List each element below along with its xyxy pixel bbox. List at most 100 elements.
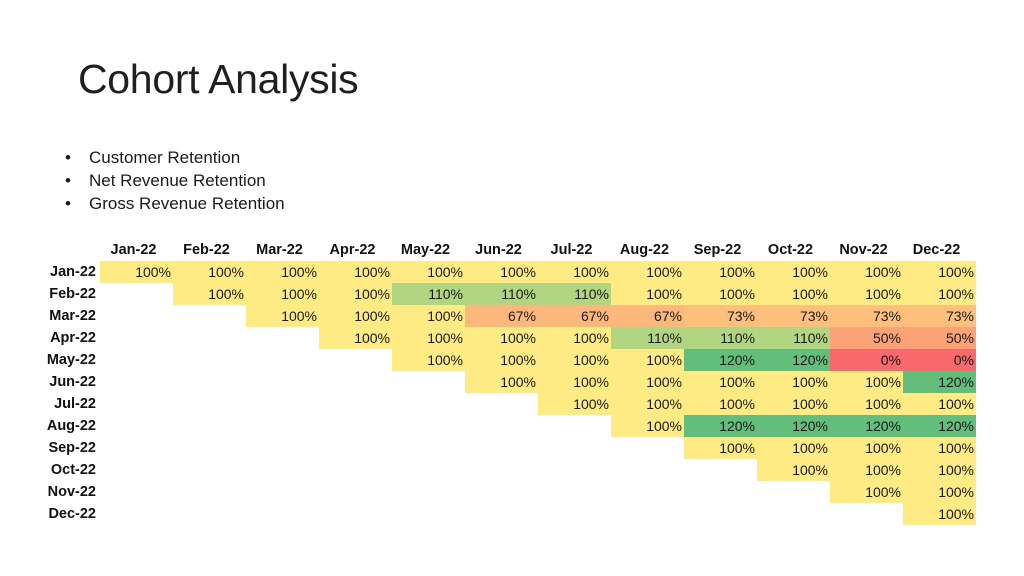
retention-cell: 100% xyxy=(319,283,392,305)
retention-cell xyxy=(100,371,173,393)
retention-cell: 100% xyxy=(465,349,538,371)
table-row: Jun-22 100% 100% 100% 100% 100% 100% 120% xyxy=(30,371,976,393)
retention-cell: 110% xyxy=(757,327,830,349)
retention-cell xyxy=(319,459,392,481)
bullet-text: Customer Retention xyxy=(89,148,241,167)
retention-cell xyxy=(173,415,246,437)
retention-cell: 73% xyxy=(684,305,757,327)
retention-cell xyxy=(100,283,173,305)
retention-cell: 67% xyxy=(465,305,538,327)
retention-cell: 100% xyxy=(903,459,976,481)
retention-cell xyxy=(684,481,757,503)
retention-cell xyxy=(757,481,830,503)
retention-cell: 100% xyxy=(684,393,757,415)
retention-cell xyxy=(392,415,465,437)
bullet-marker: • xyxy=(65,194,71,213)
retention-cell xyxy=(173,503,246,525)
retention-cell: 100% xyxy=(611,393,684,415)
bullet-text: Gross Revenue Retention xyxy=(89,194,285,213)
retention-cell: 100% xyxy=(538,393,611,415)
retention-cell: 120% xyxy=(684,415,757,437)
column-header: Aug-22 xyxy=(619,242,670,258)
retention-cell xyxy=(465,459,538,481)
table-corner-cell xyxy=(30,239,100,261)
retention-cell: 100% xyxy=(611,283,684,305)
retention-cell: 120% xyxy=(830,415,903,437)
retention-cell: 100% xyxy=(392,305,465,327)
retention-cell xyxy=(392,459,465,481)
retention-cell xyxy=(173,393,246,415)
retention-cell xyxy=(100,327,173,349)
row-header: Feb-22 xyxy=(49,286,96,302)
retention-cell: 100% xyxy=(903,481,976,503)
retention-cell xyxy=(100,305,173,327)
row-header: Nov-22 xyxy=(47,484,96,500)
retention-cell xyxy=(100,393,173,415)
retention-cell: 100% xyxy=(392,327,465,349)
retention-cell xyxy=(246,349,319,371)
retention-cell: 110% xyxy=(392,283,465,305)
table-header-row: Jan-22 Feb-22 Mar-22 Apr-22 May-22 Jun-22 Jul-… xyxy=(30,239,976,261)
retention-cell: 100% xyxy=(319,327,392,349)
retention-cell xyxy=(392,437,465,459)
retention-cell xyxy=(465,415,538,437)
retention-cell: 67% xyxy=(538,305,611,327)
retention-cell: 100% xyxy=(319,261,392,283)
retention-cell: 120% xyxy=(903,371,976,393)
retention-cell: 110% xyxy=(684,327,757,349)
retention-cell: 100% xyxy=(757,393,830,415)
retention-cell: 73% xyxy=(757,305,830,327)
retention-cell: 100% xyxy=(246,283,319,305)
retention-cell: 100% xyxy=(757,283,830,305)
retention-cell: 100% xyxy=(392,349,465,371)
row-header: May-22 xyxy=(46,352,96,368)
retention-cell: 100% xyxy=(903,437,976,459)
retention-cell: 100% xyxy=(538,261,611,283)
table-row: Aug-22 100% 120% 120% 120% 120% xyxy=(30,415,976,437)
retention-cell: 100% xyxy=(465,261,538,283)
retention-cell xyxy=(246,459,319,481)
retention-cell: 100% xyxy=(830,393,903,415)
retention-cell: 100% xyxy=(684,261,757,283)
retention-cell xyxy=(392,503,465,525)
table-row: Apr-22 100% 100% 100% 100% 110% 110% 110% 50% 50% xyxy=(30,327,976,349)
column-header: Apr-22 xyxy=(329,242,376,258)
retention-cell xyxy=(392,393,465,415)
retention-cell: 100% xyxy=(903,393,976,415)
bullet-item: • Customer Retention xyxy=(62,146,285,169)
retention-cell: 100% xyxy=(465,371,538,393)
bullet-marker: • xyxy=(65,148,71,167)
retention-cell xyxy=(319,349,392,371)
column-header: Jul-22 xyxy=(550,242,593,258)
retention-cell xyxy=(465,481,538,503)
row-header: Jul-22 xyxy=(54,396,96,412)
retention-cell xyxy=(538,437,611,459)
retention-cell xyxy=(538,415,611,437)
retention-cell xyxy=(465,437,538,459)
retention-cell: 100% xyxy=(830,261,903,283)
cohort-retention-table: Jan-22 Feb-22 Mar-22 Apr-22 May-22 Jun-22 Jul-… xyxy=(30,239,976,525)
retention-cell xyxy=(100,349,173,371)
retention-cell xyxy=(319,481,392,503)
retention-cell: 100% xyxy=(611,261,684,283)
retention-cell xyxy=(246,481,319,503)
row-header: Jun-22 xyxy=(49,374,96,390)
retention-cell xyxy=(246,393,319,415)
retention-cell: 100% xyxy=(830,481,903,503)
retention-cell: 100% xyxy=(684,437,757,459)
retention-cell xyxy=(246,437,319,459)
retention-cell xyxy=(319,371,392,393)
row-header: Apr-22 xyxy=(50,330,96,346)
table-row: May-22 100% 100% 100% 100% 120% 120% 0% 0% xyxy=(30,349,976,371)
retention-cell xyxy=(100,415,173,437)
retention-cell: 100% xyxy=(684,371,757,393)
retention-cell xyxy=(611,459,684,481)
retention-cell: 100% xyxy=(903,503,976,525)
retention-cell xyxy=(538,481,611,503)
table-row: Dec-22 100% xyxy=(30,503,976,525)
retention-cell xyxy=(684,503,757,525)
retention-cell: 100% xyxy=(757,371,830,393)
retention-cell xyxy=(100,437,173,459)
retention-cell xyxy=(538,459,611,481)
retention-cell: 73% xyxy=(903,305,976,327)
